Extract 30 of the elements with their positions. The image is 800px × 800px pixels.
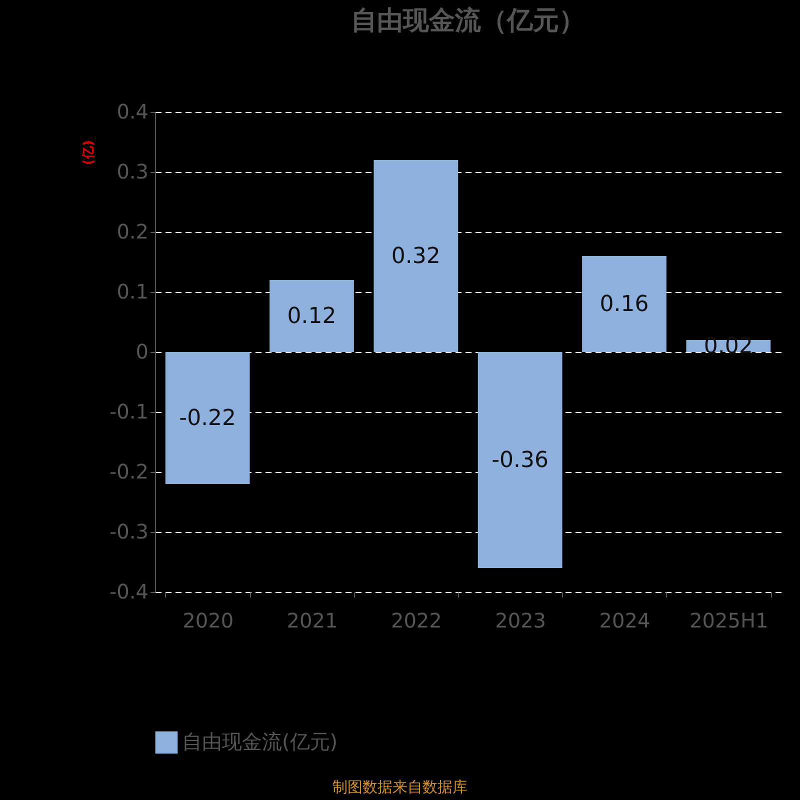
y-tick-label: -0.3 — [109, 520, 148, 544]
bar — [478, 352, 562, 568]
bar — [374, 160, 458, 352]
legend-label: 自由现金流(亿元) — [182, 730, 338, 754]
y-tick-label: 0.4 — [116, 100, 148, 124]
data-label: 0.12 — [287, 304, 336, 329]
x-tick-label: 2020 — [182, 608, 234, 632]
bar — [165, 352, 250, 484]
chart-title: 自由现金流（亿元） — [351, 6, 585, 36]
bar — [582, 256, 666, 352]
y-tick-label: 0.1 — [116, 280, 148, 304]
x-tick-label: 2021 — [286, 608, 338, 632]
data-label: 0.32 — [391, 244, 440, 269]
data-label: -0.36 — [492, 448, 549, 473]
x-tick-label: 2024 — [599, 608, 650, 632]
data-label: -0.22 — [179, 406, 236, 431]
y-tick-label: 0.2 — [116, 220, 148, 244]
x-tick-label: 2022 — [390, 608, 442, 632]
x-tick-label: 2023 — [495, 608, 546, 632]
y-tick-label: 0.3 — [116, 160, 148, 184]
y-tick-label: -0.4 — [109, 580, 148, 604]
y-tick-label: 0 — [136, 340, 148, 364]
data-label: 0.16 — [600, 292, 649, 317]
y-tick-label: -0.2 — [109, 460, 148, 484]
text: 制图数据来自数据库 — [332, 778, 468, 797]
y-tick-label: -0.1 — [109, 400, 148, 424]
x-tick-label: 2025H1 — [690, 608, 768, 632]
bar — [270, 280, 354, 352]
y-axis-title: (亿) — [82, 140, 96, 165]
data-label: 0.02 — [704, 334, 753, 359]
